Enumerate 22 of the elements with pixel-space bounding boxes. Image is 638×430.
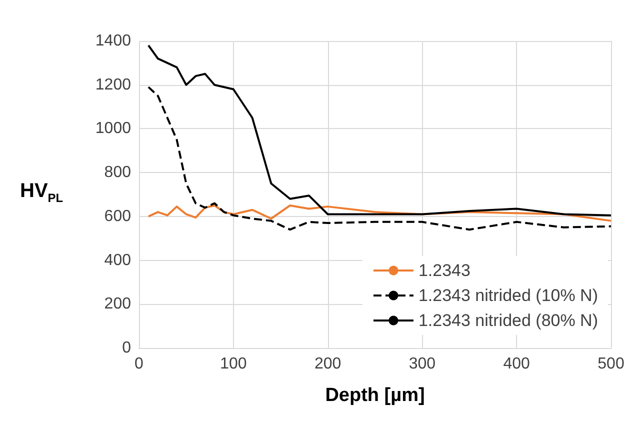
x-axis-title: Depth [µm]	[325, 385, 425, 406]
y-axis-title: HV$_{PL}$	[20, 180, 64, 205]
line-series	[147, 204, 612, 222]
y-tick-label: 0	[122, 340, 132, 356]
legend-label: 1.2343 nitrided (10% N)	[418, 286, 598, 305]
y-tick-label: 1400	[95, 32, 132, 50]
y-tick-label: 800	[104, 164, 132, 182]
legend-label: 1.2343 nitrided (80% N)	[418, 311, 598, 330]
y-tick-label: 1000	[95, 120, 132, 138]
x-tick-label: 400	[503, 356, 530, 372]
line-series	[147, 86, 612, 231]
x-tick-label: 200	[314, 356, 342, 372]
x-tick-label: 500	[598, 356, 624, 372]
y-tick-label: 200	[104, 296, 132, 313]
legend-label: 1.2343	[418, 261, 470, 280]
x-tick-label: 0	[134, 356, 144, 372]
y-tick-label: 1200	[95, 76, 132, 94]
y-tick-label: 600	[104, 208, 132, 225]
x-tick-label: 100	[220, 356, 247, 372]
x-tick-label: 300	[408, 356, 436, 372]
line-series	[147, 44, 612, 216]
y-tick-label: 400	[104, 252, 132, 269]
